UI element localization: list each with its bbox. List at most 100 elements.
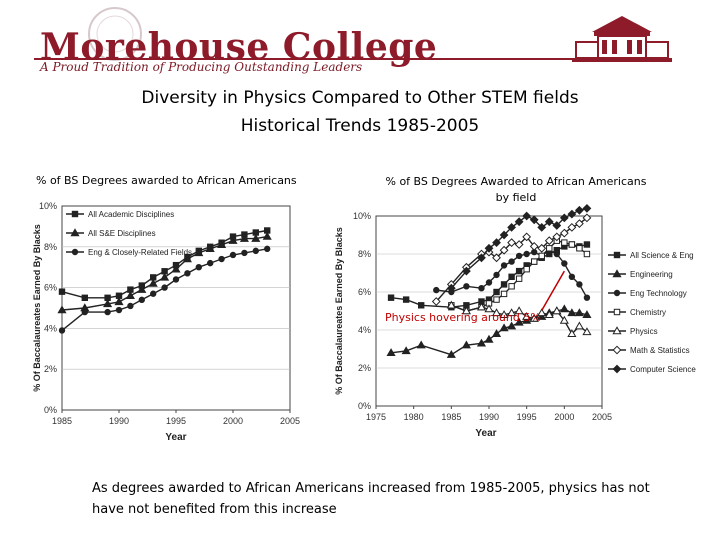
- data-point-all-science-eng: [418, 302, 425, 309]
- college-name: Morehouse College: [40, 26, 438, 68]
- data-point-engineering: [537, 312, 547, 320]
- data-point-all-s-e-disciplines: [182, 254, 192, 263]
- data-point-all-science-eng: [508, 273, 515, 280]
- x-tick-label: 1990: [479, 412, 499, 422]
- data-point-computer-science: [544, 217, 554, 227]
- x-tick-label: 1985: [52, 416, 72, 426]
- data-point-computer-science: [574, 205, 584, 215]
- data-point-all-science-eng: [493, 288, 500, 296]
- data-point-all-academic-disciplines: [81, 294, 88, 301]
- data-point-engineering: [522, 315, 532, 324]
- data-point-eng-technology: [500, 262, 508, 269]
- data-point-eng-closely-related-fields: [104, 308, 111, 316]
- data-point-physics: [559, 315, 569, 324]
- data-point-physics: [529, 313, 539, 322]
- data-point-eng-technology: [583, 294, 591, 301]
- y-tick-label: 10%: [39, 201, 57, 211]
- data-point-physics: [537, 308, 547, 317]
- slide-title-line2: Historical Trends 1985-2005: [240, 116, 480, 136]
- data-point-eng-closely-related-fields: [207, 259, 214, 267]
- data-point-all-s-e-disciplines: [114, 297, 124, 306]
- x-tick-label: 1995: [517, 412, 537, 422]
- y-tick-label: 6%: [44, 283, 57, 293]
- data-point-eng-technology: [515, 252, 523, 260]
- data-point-chemistry: [500, 290, 508, 298]
- y-tick-label: 6%: [358, 287, 371, 297]
- data-point-all-s-e-disciplines: [160, 272, 170, 281]
- data-point-all-science-eng: [387, 294, 395, 301]
- x-tick-label: 1985: [441, 412, 461, 422]
- data-point-engineering: [386, 348, 396, 356]
- data-point-math-statistics: [514, 240, 524, 249]
- legend-label: Physics: [630, 327, 658, 336]
- data-point-chemistry: [546, 245, 553, 252]
- data-point-eng-technology: [576, 281, 583, 288]
- x-tick-label: 2000: [223, 416, 243, 426]
- legend-marker: [613, 308, 621, 316]
- y-tick-label: 2%: [44, 364, 57, 374]
- data-point-computer-science: [582, 203, 592, 213]
- data-point-computer-science: [507, 222, 517, 232]
- data-point-computer-science: [484, 243, 494, 253]
- data-point-computer-science: [446, 283, 456, 293]
- data-point-all-academic-disciplines: [58, 288, 66, 295]
- data-point-engineering: [461, 340, 471, 349]
- data-point-all-s-e-disciplines: [194, 248, 204, 257]
- data-point-all-s-e-disciplines: [171, 264, 181, 273]
- right-chart: 0% 2% 4% 6% 8% 10% 1975 1980 1985 1990 1995 2000 200…: [334, 203, 696, 439]
- legend-label: Engineering: [630, 270, 673, 279]
- data-point-all-s-e-disciplines: [103, 299, 113, 308]
- data-point-eng-closely-related-fields: [172, 276, 180, 283]
- data-point-physics: [499, 310, 509, 318]
- data-point-all-s-e-disciplines: [239, 233, 249, 242]
- data-point-all-s-e-disciplines: [205, 244, 215, 253]
- data-point-eng-technology: [485, 279, 493, 286]
- legend-label: All Academic Disciplines: [88, 210, 174, 219]
- data-point-eng-closely-related-fields: [184, 270, 191, 277]
- data-point-math-statistics: [544, 236, 554, 246]
- data-point-engineering: [416, 340, 426, 349]
- data-point-engineering: [507, 321, 517, 330]
- data-point-all-s-e-disciplines: [148, 278, 158, 287]
- data-point-physics: [522, 312, 532, 320]
- left-chart-subtitle: % of BS Degrees awarded to African Ameri…: [36, 174, 297, 187]
- x-tick-label: 1990: [109, 416, 129, 426]
- data-point-physics: [544, 310, 554, 318]
- data-point-chemistry: [523, 266, 530, 273]
- data-point-engineering: [559, 304, 569, 313]
- data-point-engineering: [446, 350, 456, 358]
- legend-marker: [71, 210, 79, 218]
- data-point-physics: [461, 306, 471, 315]
- data-point-engineering: [491, 329, 502, 337]
- x-tick-label: 1980: [404, 412, 424, 422]
- x-tick-label: 2000: [554, 412, 574, 422]
- data-point-eng-closely-related-fields: [58, 327, 66, 334]
- legend-marker: [71, 248, 79, 256]
- data-point-eng-technology: [463, 283, 470, 290]
- x-axis-label: Year: [165, 432, 186, 443]
- data-point-engineering: [582, 310, 592, 318]
- y-tick-label: 8%: [44, 242, 57, 252]
- data-point-chemistry: [568, 241, 576, 248]
- data-point-eng-technology: [561, 260, 568, 267]
- college-seal-icon: [88, 7, 142, 61]
- data-point-computer-science: [461, 266, 471, 276]
- data-point-all-s-e-disciplines: [251, 233, 261, 242]
- data-point-computer-science: [499, 230, 509, 240]
- data-point-chemistry: [531, 258, 538, 265]
- building-icon: [572, 16, 672, 62]
- data-point-eng-closely-related-fields: [252, 247, 260, 255]
- data-point-physics: [446, 300, 456, 309]
- data-point-physics: [491, 308, 502, 317]
- data-point-eng-closely-related-fields: [195, 264, 203, 271]
- data-point-chemistry: [493, 296, 500, 303]
- data-point-eng-closely-related-fields: [127, 302, 134, 310]
- data-point-eng-technology: [523, 250, 530, 258]
- callout-arrow: [541, 270, 565, 311]
- legend-marker: [612, 364, 622, 374]
- data-point-eng-closely-related-fields: [218, 255, 225, 263]
- data-point-math-statistics: [567, 222, 577, 232]
- data-point-physics: [476, 302, 487, 311]
- data-point-all-science-eng: [402, 296, 410, 303]
- data-point-physics: [514, 306, 524, 315]
